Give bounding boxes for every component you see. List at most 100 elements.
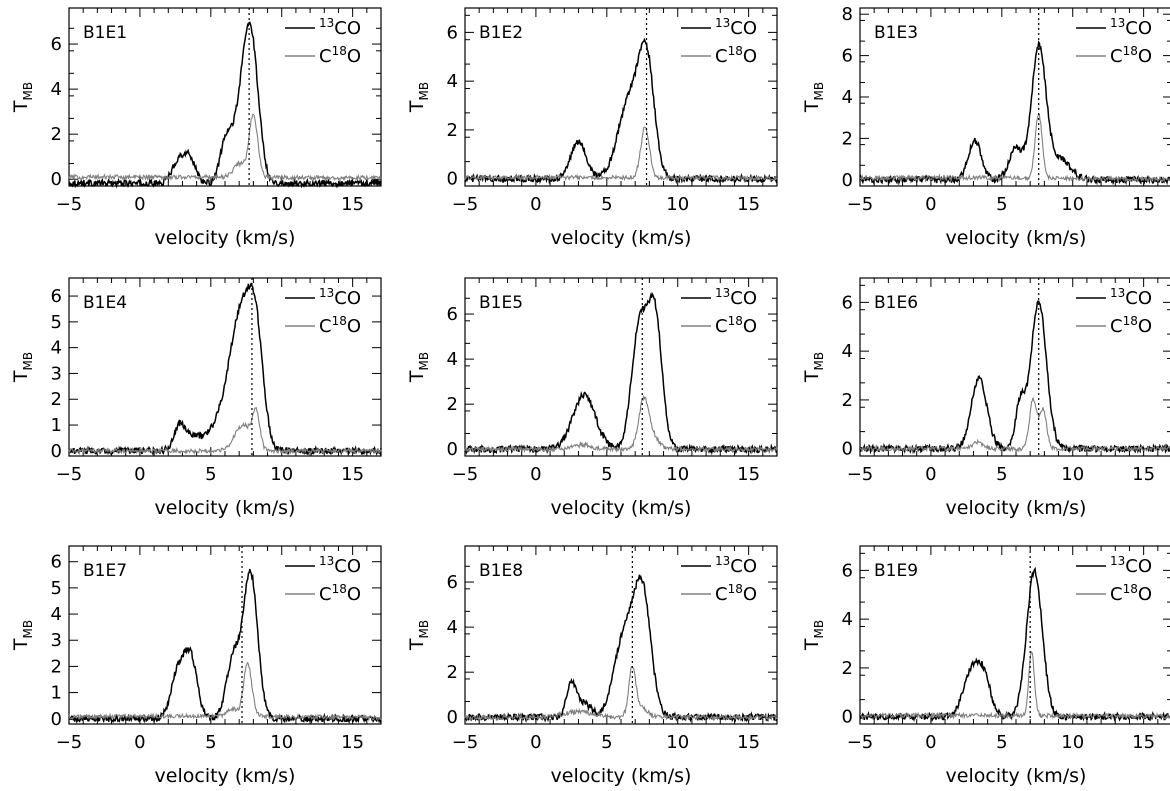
x-tick-label: 15	[737, 194, 760, 215]
x-tick-label: 0	[530, 464, 541, 485]
y-tick-label: 8	[842, 4, 853, 25]
y-tick-label: 3	[51, 630, 62, 651]
x-tick-label: 10	[666, 464, 689, 485]
panel-title: B1E5	[479, 293, 523, 313]
legend-label: 13CO	[715, 286, 757, 309]
series-c18o-line	[464, 665, 778, 722]
x-tick-label: −5	[847, 732, 874, 753]
y-tick-label: 0	[51, 441, 62, 462]
y-tick-label: 4	[51, 338, 62, 359]
y-tick-label: 4	[447, 349, 458, 370]
y-tick-label: 2	[51, 656, 62, 677]
x-tick-label: 10	[1061, 194, 1084, 215]
panel-b1e8: −5 0 5 10 15 0 2 4 6 velocity (km/s) TMB B1E8 13CO C1…	[406, 545, 778, 787]
x-tick-label: 15	[1132, 464, 1155, 485]
y-axis-title: TMB	[10, 620, 35, 651]
x-axis-title: velocity (km/s)	[155, 497, 296, 519]
panel-title: B1E2	[479, 23, 523, 43]
x-tick-label: 15	[737, 732, 760, 753]
series-13co-line	[859, 40, 1170, 186]
legend-label: C18O	[715, 44, 757, 67]
y-tick-label: 6	[842, 560, 853, 581]
y-tick-label: 4	[842, 87, 853, 108]
x-tick-label: 0	[925, 194, 936, 215]
legend-label: 13CO	[319, 554, 361, 577]
panel-b1e6: −5 0 5 10 15 0 2 4 6 velocity (km/s) TMB B1E6 13CO C1…	[801, 277, 1170, 519]
series-c18o-line	[68, 406, 382, 455]
x-tick-label: −5	[56, 464, 83, 485]
legend-label: C18O	[1110, 44, 1152, 67]
y-tick-label: 2	[51, 389, 62, 410]
x-axis-title: velocity (km/s)	[551, 227, 692, 249]
x-tick-label: 5	[601, 732, 612, 753]
y-tick-label: 6	[447, 572, 458, 593]
x-tick-label: 5	[996, 464, 1007, 485]
panel-title: B1E7	[83, 561, 127, 581]
series-c18o-line	[68, 113, 382, 182]
y-tick-label: 4	[51, 79, 62, 100]
legend-label: 13CO	[715, 16, 757, 39]
legend-label: C18O	[319, 582, 361, 605]
y-tick-label: 0	[842, 439, 853, 460]
x-tick-label: 15	[341, 732, 364, 753]
series-13co-line	[68, 21, 382, 189]
y-tick-label: 6	[51, 286, 62, 307]
x-tick-label: −5	[847, 194, 874, 215]
y-tick-label: 0	[842, 170, 853, 191]
y-tick-label: 2	[842, 658, 853, 679]
legend-label: C18O	[715, 582, 757, 605]
series-c18o-line	[464, 126, 778, 182]
x-tick-label: 5	[996, 732, 1007, 753]
y-axis-title: TMB	[406, 620, 431, 651]
y-tick-label: 0	[51, 709, 62, 730]
panel-title: B1E8	[479, 561, 523, 581]
series-13co-line	[68, 568, 382, 725]
x-axis-title: velocity (km/s)	[551, 765, 692, 787]
y-tick-label: 0	[447, 169, 458, 190]
panel-b1e5: −5 0 5 10 15 0 2 4 6 velocity (km/s) TMB B1E5 13CO C1…	[406, 277, 778, 519]
y-tick-label: 6	[447, 304, 458, 325]
x-tick-label: 5	[601, 464, 612, 485]
x-tick-label: 10	[666, 732, 689, 753]
x-tick-label: 10	[270, 194, 293, 215]
x-tick-label: 5	[205, 194, 216, 215]
y-tick-label: 6	[51, 552, 62, 573]
series-c18o-line	[859, 650, 1170, 721]
panel-b1e3: −5 0 5 10 15 0 2 4 6 8 velocity (km/s) TMB B1E3 13CO C…	[801, 4, 1170, 249]
y-axis-title: TMB	[801, 352, 826, 383]
y-tick-label: 0	[447, 707, 458, 728]
y-tick-label: 4	[447, 71, 458, 92]
legend-label: C18O	[319, 44, 361, 67]
series-13co-line	[464, 574, 778, 724]
x-tick-label: 5	[205, 464, 216, 485]
x-tick-label: 10	[1061, 732, 1084, 753]
y-tick-label: 2	[447, 120, 458, 141]
panel-title: B1E4	[83, 293, 127, 313]
panel-title: B1E9	[874, 561, 918, 581]
x-tick-label: 0	[134, 464, 145, 485]
x-tick-label: 0	[134, 194, 145, 215]
legend-label: 13CO	[1110, 554, 1152, 577]
x-tick-label: 5	[996, 194, 1007, 215]
y-tick-label: 2	[447, 394, 458, 415]
x-tick-label: 0	[925, 464, 936, 485]
y-tick-label: 4	[842, 609, 853, 630]
y-tick-label: 3	[51, 363, 62, 384]
y-tick-label: 6	[842, 46, 853, 67]
y-tick-label: 2	[842, 390, 853, 411]
y-axis-title: TMB	[406, 352, 431, 383]
y-tick-label: 0	[447, 439, 458, 460]
x-tick-label: −5	[452, 464, 479, 485]
x-axis-title: velocity (km/s)	[946, 765, 1087, 787]
y-tick-label: 6	[51, 34, 62, 55]
x-tick-label: 15	[737, 464, 760, 485]
y-tick-label: 5	[51, 578, 62, 599]
panel-title: B1E3	[874, 23, 918, 43]
legend-label: 13CO	[319, 286, 361, 309]
x-tick-label: 5	[205, 732, 216, 753]
y-tick-label: 0	[842, 707, 853, 728]
y-tick-label: 4	[51, 604, 62, 625]
series-13co-line	[859, 566, 1170, 723]
y-tick-label: 6	[447, 22, 458, 43]
